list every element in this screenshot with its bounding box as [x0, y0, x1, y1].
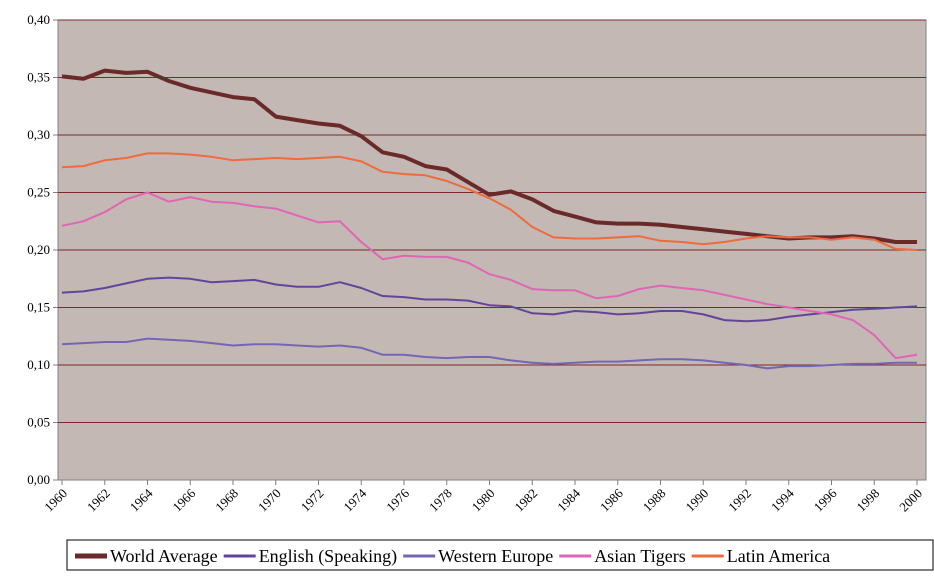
x-tick-label: 1980: [469, 486, 498, 515]
series-line: [61, 152, 918, 251]
y-tick-label: 0,25: [27, 185, 50, 200]
legend-label: Asian Tigers: [594, 546, 686, 566]
series-line: [61, 191, 918, 360]
legend-label: World Average: [110, 546, 218, 566]
x-tick-label: 1984: [554, 485, 583, 514]
x-tick-label: 1970: [255, 486, 284, 515]
x-tick-label: 1992: [725, 486, 754, 515]
y-tick-label: 0,15: [27, 300, 50, 315]
x-tick-label: 1988: [640, 486, 669, 515]
x-tick-label: 1986: [597, 485, 626, 514]
x-tick-label: 1974: [340, 485, 369, 514]
x-tick-label: 1978: [426, 486, 455, 515]
x-tick-label: 1990: [682, 486, 711, 515]
x-tick-label: 1982: [511, 486, 540, 515]
legend: World Average English (Speaking) Western E…: [66, 539, 934, 571]
x-tick-label: 1996: [811, 485, 840, 514]
x-tick-label: 1998: [853, 486, 882, 515]
y-tick-label: 0,20: [27, 242, 50, 257]
series-line: [61, 276, 918, 323]
x-tick-label: 1966: [169, 485, 198, 514]
legend-label: English (Speaking): [259, 546, 397, 567]
x-tick-label: 1976: [383, 485, 412, 514]
y-tick-label: 0,00: [27, 472, 50, 487]
legend-label: Latin America: [727, 546, 830, 566]
legend-box: [66, 539, 934, 571]
y-tick-label: 0,30: [27, 127, 50, 142]
x-tick-label: 1964: [127, 485, 156, 514]
x-tick-label: 1968: [212, 486, 241, 515]
y-tick-label: 0,40: [27, 12, 50, 27]
y-tick-label: 0,05: [27, 415, 50, 430]
x-tick-label: 2000: [896, 486, 925, 515]
y-tick-label: 0,35: [27, 70, 50, 85]
y-tick-label: 0,10: [27, 357, 50, 372]
x-tick-label: 1994: [768, 485, 797, 514]
x-tick-label: 1972: [298, 486, 327, 515]
legend-label: Western Europe: [438, 546, 553, 566]
x-tick-label: 1960: [41, 486, 70, 515]
x-tick-label: 1962: [84, 486, 113, 515]
series-line: [61, 337, 917, 370]
